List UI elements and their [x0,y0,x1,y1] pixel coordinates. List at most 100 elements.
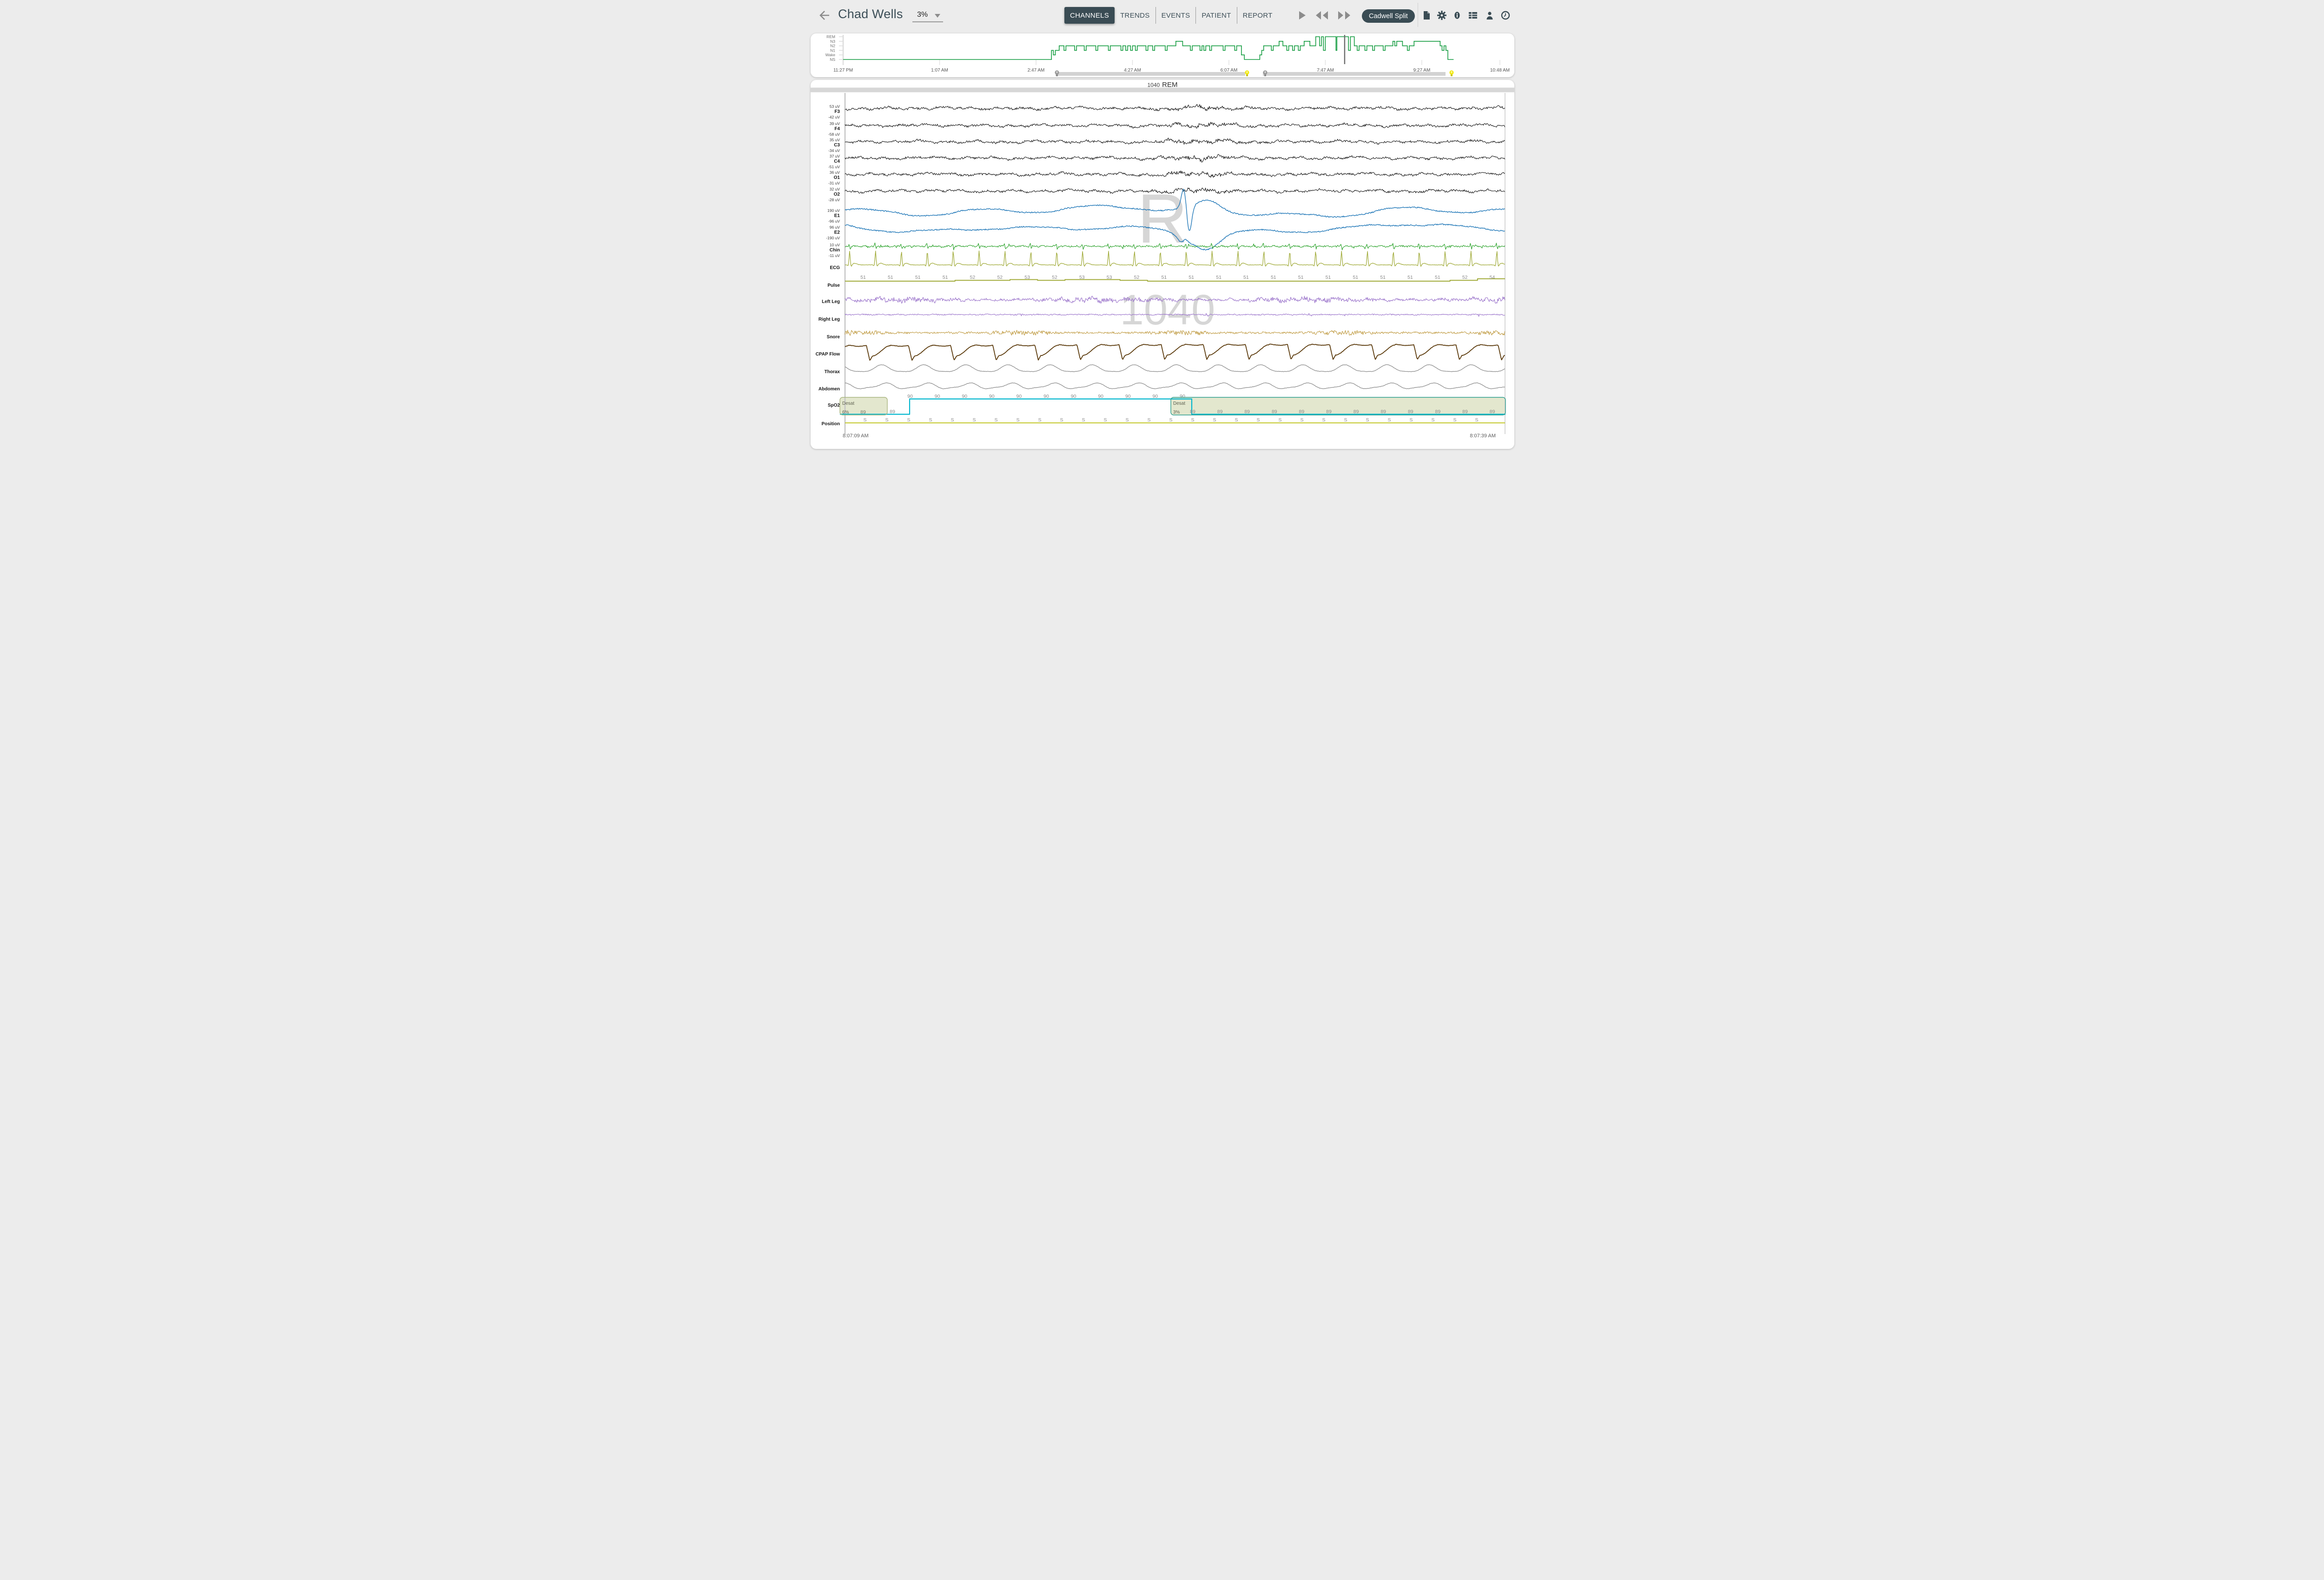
spo2-value-low: 89 [1490,409,1495,415]
pulse-value: 52 [1462,275,1468,280]
channel-label-e1[interactable]: 190 uVE1-96 uV [811,208,840,224]
channel-label-cpap-flow[interactable]: CPAP Flow [811,352,840,357]
tab-events[interactable]: EVENTS [1155,7,1196,24]
pulse-value: 51 [860,275,866,280]
channel-name: Abdomen [811,387,840,392]
pulse-value: 51 [1407,275,1413,280]
montage-list-button[interactable] [1468,11,1478,20]
channel-name: Thorax [811,369,840,375]
channel-traces[interactable]: R104051515151525253525353525151515151515… [811,80,1514,449]
channel-name: SpO2 [811,403,840,408]
cadwell-split-button[interactable]: Cadwell Split [1362,9,1415,23]
channel-label-spo2[interactable]: SpO2 [811,403,840,408]
scroll-handle-1[interactable] [1054,70,1060,77]
position-marker: S [1322,417,1325,423]
spo2-value-high: 90 [1098,394,1103,399]
channel-label-left-leg[interactable]: Left Leg [811,299,840,305]
spo2-value-low: 89 [1380,409,1386,415]
channel-scale-top: 36 uV [811,170,840,175]
channel-label-o1[interactable]: 36 uVO1-31 uV [811,170,840,186]
desat-label: Desat [1173,401,1185,406]
channel-name: F3 [811,109,840,115]
channel-label-pulse[interactable]: Pulse [811,283,840,289]
desat-nadir: 89 [860,409,866,415]
spo2-value-high: 90 [1043,394,1049,399]
spo2-value-low: 89 [1272,409,1277,415]
channel-name: Pulse [811,283,840,289]
desat-percent: 3% [1173,410,1180,415]
hypnogram-scrollbar-segment-2[interactable] [1263,72,1446,76]
channel-label-c4[interactable]: 37 uVC4-51 uV [811,154,840,170]
sensitivity-dropdown[interactable]: 3% [912,10,943,22]
position-marker: S [1431,417,1434,423]
channel-label-o2[interactable]: 32 uVO2-28 uV [811,187,840,203]
channel-label-c3[interactable]: 35 uVC3-34 uV [811,138,840,153]
channel-label-right-leg[interactable]: Right Leg [811,317,840,323]
position-marker: S [1082,417,1085,423]
tab-bar: CHANNELSTRENDSEVENTSPATIENTREPORT [1064,7,1278,24]
stage-label-ns: NS [830,57,835,62]
back-button[interactable] [818,8,832,22]
fast-forward-button[interactable] [1336,11,1352,20]
position-marker: S [972,417,976,423]
position-marker: S [1453,417,1456,423]
pulse-value: 51 [888,275,893,280]
trace-abdomen [845,383,1505,389]
channel-scale-bottom: -58 uV [811,132,840,137]
channel-label-thorax[interactable]: Thorax [811,369,840,375]
spo2-value-low: 89 [1435,409,1441,415]
position-marker: S [1387,417,1391,423]
spo2-value-low: 89 [1462,409,1468,415]
scroll-handle-2[interactable] [1262,70,1268,77]
tab-patient[interactable]: PATIENT [1195,7,1236,24]
play-button[interactable] [1294,11,1310,20]
app-root: Chad Wells 3% CHANNELSTRENDSEVENTSPATIEN… [798,0,1526,465]
hypnogram-scrollbar-segment-1[interactable] [1056,72,1245,76]
spo2-value-low: 89 [1217,409,1223,415]
tab-trends[interactable]: TRENDS [1115,7,1155,24]
epoch-bar[interactable] [811,88,1514,92]
spo2-value-low: 89 [1353,409,1359,415]
position-marker: S [1125,417,1129,423]
channel-label-abdomen[interactable]: Abdomen [811,387,840,392]
epoch-watermark: 1040 [1120,286,1215,334]
channel-scale-bottom: -34 uV [811,148,840,153]
time-label: 10:48 AM [1490,68,1510,73]
channel-name: O1 [811,175,840,181]
spo2-value-high: 90 [935,394,940,399]
channel-label-position[interactable]: Position [811,421,840,427]
pulse-value: 52 [970,275,976,280]
info-icon [1452,11,1462,20]
channel-label-snore[interactable]: Snore [811,335,840,340]
document-button[interactable] [1421,11,1432,20]
info-button[interactable] [1452,11,1462,20]
pulse-value: 51 [915,275,921,280]
rewind-button[interactable] [1314,11,1330,20]
montage-grid-icon [1468,11,1478,20]
channel-label-e2[interactable]: 96 uVE2-190 uV [811,225,840,241]
hypnogram-chart[interactable]: REMN3N2N1WakeNS11:27 PM1:07 AM2:47 AM4:2… [811,33,1514,77]
channel-label-chin[interactable]: 10 uVChin-11 uV [811,243,840,258]
channel-label-f3[interactable]: 53 uVF3-42 uV [811,104,840,120]
clock-button[interactable] [1500,11,1511,20]
position-marker: S [1235,417,1238,423]
tab-channels[interactable]: CHANNELS [1064,7,1115,24]
pulse-value: 51 [1188,275,1194,280]
pulse-value: 51 [1326,275,1331,280]
lightbulb-marker-1[interactable] [1244,70,1250,77]
channel-scale-bottom: -11 uV [811,253,840,258]
settings-button[interactable] [1437,11,1447,20]
channel-label-ecg[interactable]: ECG [811,265,840,271]
lightbulb-marker-2[interactable] [1449,70,1454,77]
trace-cpap-flow [845,344,1505,360]
tab-report[interactable]: REPORT [1237,7,1278,24]
spo2-value-high: 90 [1153,394,1158,399]
channel-label-f4[interactable]: 39 uVF4-58 uV [811,121,840,137]
time-label: 2:47 AM [1028,68,1045,73]
user-button[interactable] [1485,11,1495,20]
channel-name: Chin [811,248,840,253]
position-marker: S [1278,417,1281,423]
position-marker: S [1409,417,1413,423]
channel-name: E2 [811,230,840,236]
position-marker: S [863,417,866,423]
